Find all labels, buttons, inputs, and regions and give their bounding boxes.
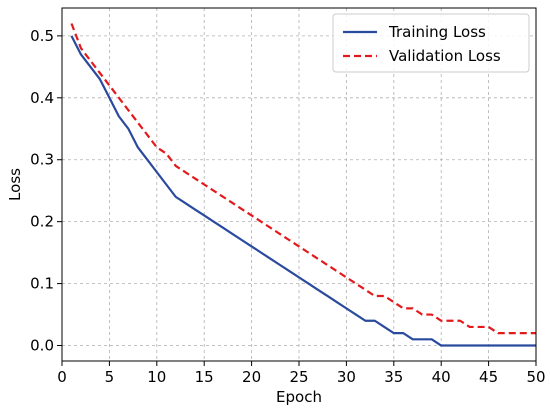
y-axis-ticks: 0.0 0.1 0.2 0.3 0.4 0.5 [30,27,62,355]
series-layer [70,23,536,347]
y-tick-label: 0.5 [30,27,54,45]
legend-label-validation-loss: Validation Loss [389,47,501,65]
x-tick-label: 20 [242,368,261,386]
x-tick-label: 40 [432,368,451,386]
x-tick-label: 30 [337,368,356,386]
legend-box [332,13,530,73]
y-tick-label: 0.2 [30,213,54,231]
x-tick-label: 50 [526,368,545,386]
legend-label-training-loss: Training Loss [388,23,486,41]
x-tick-label: 25 [289,368,308,386]
x-tick-label: 35 [384,368,403,386]
x-tick-label: 10 [147,368,166,386]
y-tick-label: 0.1 [30,275,54,293]
y-axis-label: Loss [6,168,24,201]
y-tick-label: 0.3 [30,151,54,169]
x-axis-ticks: 0 5 10 15 20 25 30 35 40 45 50 [57,361,546,386]
x-tick-label: 45 [479,368,498,386]
y-tick-label: 0.4 [30,89,54,107]
x-tick-label: 0 [57,368,67,386]
x-axis-label: Epoch [276,388,322,406]
x-tick-label: 5 [105,368,115,386]
legend: Training Loss Validation Loss [332,13,530,73]
x-tick-label: 15 [195,368,214,386]
series-line-1 [70,23,536,335]
series-line-0 [70,35,536,347]
y-tick-label: 0.0 [30,337,54,355]
